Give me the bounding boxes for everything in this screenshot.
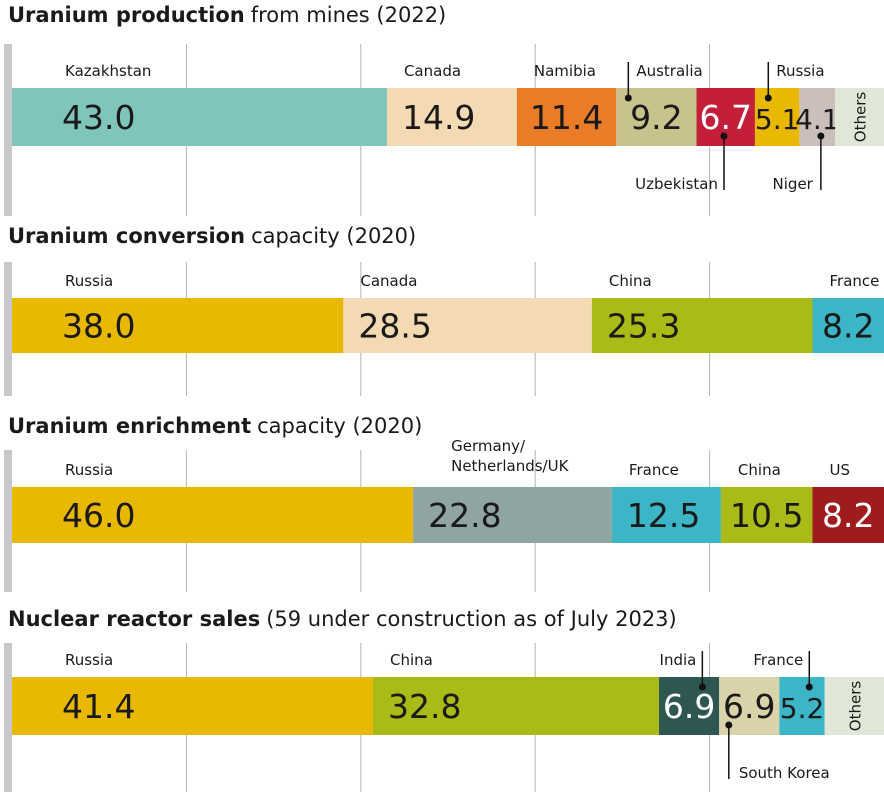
subtitle: capacity (2020) — [251, 224, 416, 248]
legend-label: France — [829, 272, 879, 290]
value-label: 5.2 — [780, 692, 825, 725]
bar-segment — [812, 487, 884, 543]
value-label: 10.5 — [730, 496, 803, 535]
legend-label: China — [738, 461, 781, 479]
bar-segment — [12, 298, 344, 353]
value-label: 38.0 — [62, 307, 135, 346]
panel-title: Nuclear reactor sales (59 under construct… — [8, 607, 677, 631]
bar-segment — [373, 677, 660, 735]
title-bold: Uranium production — [8, 3, 245, 27]
label-line: Netherlands/UK — [451, 457, 569, 475]
legend-label: Australia — [636, 62, 702, 80]
panel-title: Uranium conversion capacity (2020) — [8, 224, 416, 248]
value-label: 6.7 — [699, 98, 751, 137]
legend-label: Russia — [65, 651, 113, 669]
legend-label: Others — [852, 92, 870, 143]
legend-label: India — [660, 651, 697, 669]
bar-segment — [591, 298, 813, 353]
leader-dot — [725, 721, 733, 729]
value-label: 28.5 — [358, 307, 431, 346]
value-label: 9.2 — [630, 98, 682, 137]
bar-segment — [754, 88, 800, 146]
leader-dot — [805, 683, 813, 691]
value-label: 8.2 — [822, 496, 874, 535]
value-label: 8.2 — [822, 307, 874, 346]
bar-segment — [799, 88, 836, 146]
legend-label: Canada — [360, 272, 417, 290]
legend-label: Niger — [773, 175, 814, 193]
bar-segment — [12, 487, 414, 543]
legend-label: Germany/Netherlands/UK — [451, 437, 569, 475]
subtitle: from mines (2022) — [251, 3, 447, 27]
legend-label: Canada — [404, 62, 461, 80]
bar-segment — [779, 677, 825, 735]
leader-dot — [817, 132, 825, 140]
subtitle: capacity (2020) — [257, 414, 422, 438]
axis-bar — [4, 262, 12, 396]
value-label: 43.0 — [62, 98, 135, 137]
legend-label: South Korea — [739, 764, 830, 782]
value-label: 6.9 — [723, 687, 775, 726]
legend-label: Russia — [776, 62, 824, 80]
legend-label: Russia — [65, 272, 113, 290]
legend-label: Kazakhstan — [65, 62, 151, 80]
legend-label: Uzbekistan — [635, 175, 718, 193]
legend-label: Namibia — [534, 62, 596, 80]
title-bold: Uranium enrichment — [8, 414, 251, 438]
leader-dot — [720, 132, 728, 140]
bar-segment — [413, 487, 612, 543]
bar-segment — [812, 298, 884, 353]
value-label: 6.9 — [663, 687, 715, 726]
bar-segment — [659, 677, 720, 735]
bar-segment — [720, 487, 813, 543]
label-line: Germany/ — [451, 437, 526, 455]
legend-label: France — [753, 651, 803, 669]
value-label: 11.4 — [530, 98, 603, 137]
bar-segment — [343, 298, 592, 353]
subtitle: (59 under construction as of July 2023) — [266, 607, 677, 631]
value-label: 41.4 — [62, 687, 135, 726]
legend-label: China — [390, 651, 433, 669]
value-label: 32.8 — [388, 687, 461, 726]
value-label: 14.9 — [402, 98, 475, 137]
value-label: 4.1 — [795, 103, 840, 136]
bar-segment — [611, 487, 721, 543]
leader-dot — [624, 94, 632, 102]
bar-segment — [824, 677, 884, 735]
legend-label: France — [629, 461, 679, 479]
bar-segment — [386, 88, 517, 146]
value-label: 25.3 — [607, 307, 680, 346]
legend-label: Others — [846, 681, 864, 732]
title-bold: Uranium conversion — [8, 224, 245, 248]
leader-dot — [698, 683, 706, 691]
legend-label: China — [609, 272, 652, 290]
value-label: 5.1 — [755, 103, 800, 136]
legend-label: US — [829, 461, 850, 479]
value-label: 12.5 — [627, 496, 700, 535]
leader-dot — [764, 94, 772, 102]
axis-bar — [4, 643, 12, 792]
value-label: 22.8 — [428, 496, 501, 535]
value-label: 46.0 — [62, 496, 135, 535]
bar-segment — [516, 88, 617, 146]
bar-segment — [835, 88, 884, 146]
axis-bar — [4, 450, 12, 592]
panel-title: Uranium enrichment capacity (2020) — [8, 414, 422, 438]
bar-segment — [12, 677, 374, 735]
legend-label: Russia — [65, 461, 113, 479]
title-bold: Nuclear reactor sales — [8, 607, 260, 631]
axis-bar — [4, 44, 12, 216]
bar-segment — [12, 88, 387, 146]
panel-title: Uranium production from mines (2022) — [8, 3, 446, 27]
